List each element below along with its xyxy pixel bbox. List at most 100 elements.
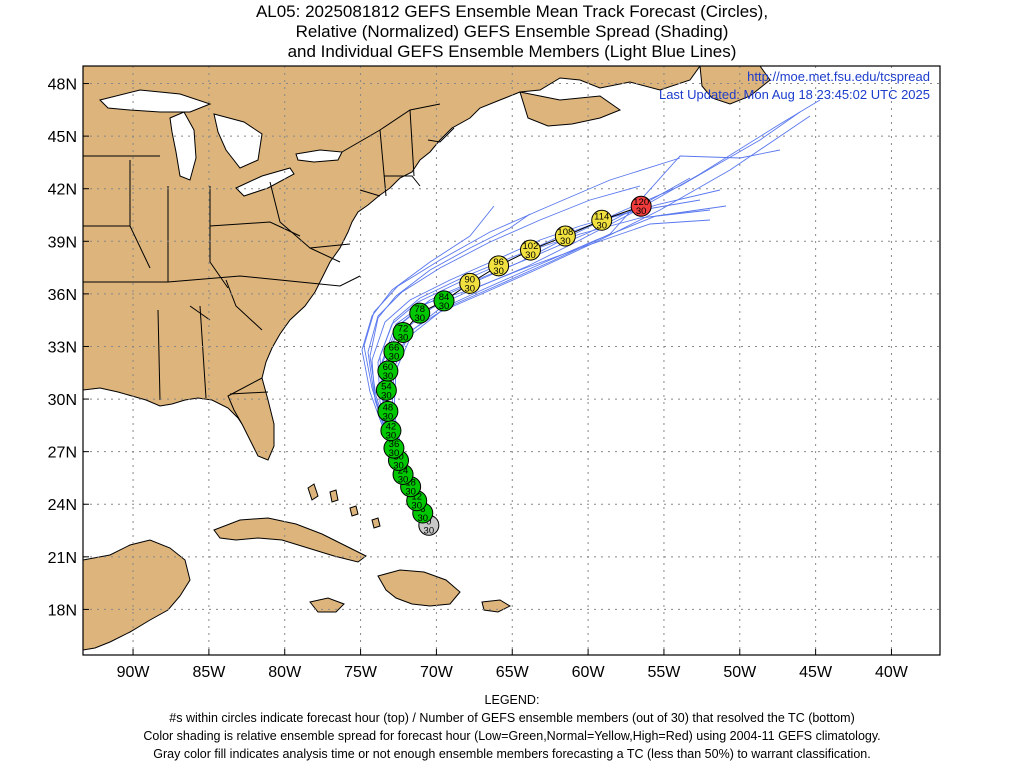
lat-tick-label: 33N — [48, 339, 77, 356]
forecast-hour-label: 48 — [383, 402, 394, 413]
lon-tick-label: 60W — [572, 664, 606, 681]
land-florida — [227, 377, 275, 461]
member-count-label: 30 — [414, 313, 425, 324]
lat-tick-label: 30N — [48, 392, 77, 409]
lat-tick-label: 27N — [48, 445, 77, 462]
member-count-label: 30 — [383, 371, 394, 382]
forecast-hour-label: 36 — [389, 439, 400, 450]
source-url[interactable]: http://moe.met.fsu.edu/tcspread — [747, 69, 930, 84]
lat-tick-label: 42N — [48, 182, 77, 199]
legend: LEGEND: #s within circles indicate forec… — [0, 691, 1024, 763]
title-line-2: Relative (Normalized) GEFS Ensemble Spre… — [295, 22, 729, 41]
track-point-circle — [519, 239, 541, 261]
forecast-hour-label: 90 — [464, 274, 475, 285]
forecast-hour-label: 54 — [381, 381, 392, 392]
lon-tick-label: 50W — [723, 664, 757, 681]
track-point-circle — [377, 400, 399, 422]
track-point-circle — [377, 360, 399, 382]
land-bahamas-2 — [329, 489, 339, 503]
member-count-label: 30 — [383, 411, 394, 422]
lake-michigan — [169, 111, 197, 181]
track-point-circle — [383, 341, 405, 363]
lat-tick-label: 48N — [48, 77, 77, 94]
land-bahamas-3 — [349, 505, 359, 517]
map-frame — [82, 65, 941, 656]
lake-ontario — [295, 149, 343, 163]
land-newfoundland — [699, 66, 771, 105]
forecast-hour-label: 102 — [523, 241, 539, 252]
forecast-hour-label: 114 — [594, 211, 609, 222]
member-count-label: 30 — [525, 250, 536, 261]
forecast-hour-label: 108 — [557, 227, 573, 238]
member-count-label: 30 — [493, 266, 504, 277]
track-point-circle — [433, 290, 455, 312]
lat-tick-label: 39N — [48, 234, 77, 251]
last-updated: Last Updated: Mon Aug 18 23:45:02 UTC 20… — [659, 87, 930, 102]
member-count-label: 30 — [389, 352, 400, 363]
forecast-hour-label: 72 — [398, 323, 409, 334]
lat-tick-label: 18N — [48, 602, 77, 619]
lake-huron — [213, 113, 263, 169]
legend-line-1: #s within circles indicate forecast hour… — [169, 711, 855, 725]
legend-line-3: Gray color fill indicates analysis time … — [153, 747, 871, 761]
forecast-hour-label: 96 — [493, 257, 504, 268]
land-bahamas-1 — [307, 483, 319, 501]
member-count-label: 30 — [411, 501, 422, 512]
lake-superior — [99, 89, 212, 113]
lon-tick-label: 75W — [344, 664, 378, 681]
member-count-label: 30 — [424, 525, 435, 536]
member-count-label: 30 — [405, 487, 416, 498]
lat-tick-label: 24N — [48, 497, 77, 514]
political-boundaries — [83, 103, 455, 401]
lat-tick-label: 21N — [48, 550, 77, 567]
member-count-label: 30 — [381, 390, 392, 401]
latitude-axis: 48N 45N 42N 39N 36N 33N 30N 27N 24N 21N 18N — [48, 77, 89, 619]
land-jamaica — [309, 597, 345, 613]
member-count-label: 30 — [393, 460, 404, 471]
legend-line-2: Color shading is relative ensemble sprea… — [143, 729, 881, 743]
forecast-hour-label: 60 — [383, 362, 394, 373]
lon-tick-label: 85W — [192, 664, 226, 681]
land-yucatan — [83, 539, 191, 651]
forecast-hour-label: 120 — [633, 197, 649, 208]
track-point-circle — [591, 209, 613, 231]
forecast-hour-label: 84 — [439, 292, 450, 303]
lon-tick-label: 80W — [268, 664, 302, 681]
ensemble-mean-track: 0306301230183024303030363042304830543060… — [375, 195, 652, 536]
member-count-label: 30 — [596, 220, 607, 231]
forecast-hour-label: 18 — [405, 478, 416, 489]
track-point-circle — [392, 321, 414, 343]
forecast-hour-label: 12 — [411, 492, 422, 503]
land-maritimes — [519, 91, 622, 127]
lon-tick-label: 45W — [799, 664, 833, 681]
map-title: AL05: 2025081812 GEFS Ensemble Mean Trac… — [0, 2, 1024, 62]
lon-tick-label: 65W — [496, 664, 530, 681]
member-count-label: 30 — [560, 236, 571, 247]
lon-tick-label: 40W — [875, 664, 909, 681]
track-point-circle — [630, 195, 652, 217]
title-line-1: AL05: 2025081812 GEFS Ensemble Mean Trac… — [255, 2, 769, 21]
map-plot-area: 0306301230183024303030363042304830543060… — [83, 66, 940, 655]
member-count-label: 30 — [398, 332, 409, 343]
lon-tick-label: 55W — [647, 664, 681, 681]
longitude-axis: 90W 85W 80W 75W 70W 65W 60W 55W 50W 45W 40W — [117, 649, 909, 681]
member-count-label: 30 — [398, 474, 409, 485]
legend-heading: LEGEND: — [484, 693, 540, 707]
member-count-label: 30 — [636, 206, 647, 217]
lat-tick-label: 36N — [48, 287, 77, 304]
member-count-label: 30 — [417, 513, 428, 524]
track-point-circle — [554, 225, 576, 247]
map-grid — [83, 66, 940, 655]
